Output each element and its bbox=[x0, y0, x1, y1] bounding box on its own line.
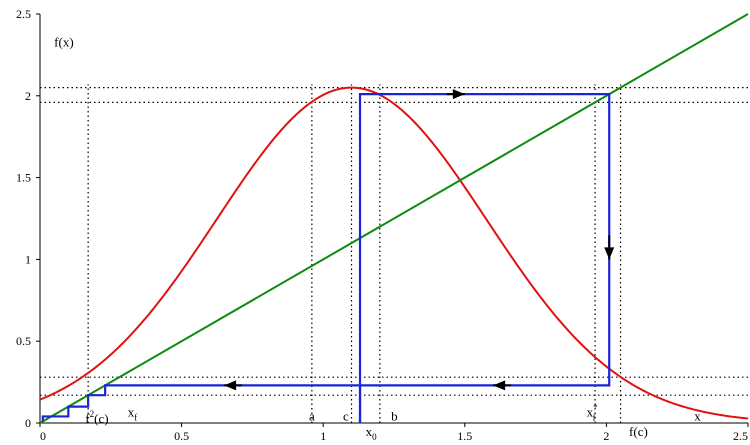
annotation-1: f2(c) bbox=[85, 409, 108, 426]
arrow-left-2 bbox=[493, 380, 512, 391]
annotation-2: xf bbox=[128, 404, 137, 422]
series bbox=[39, 13, 749, 424]
annotation-6: b bbox=[391, 409, 398, 424]
arrow-left-3 bbox=[224, 380, 243, 391]
y-tick-label-4: 2 bbox=[25, 89, 31, 103]
y-tick-label-2: 1 bbox=[25, 252, 31, 266]
x-tick-label-4: 2 bbox=[603, 429, 609, 443]
y-tick-label-3: 1.5 bbox=[16, 171, 31, 185]
series-identity-line bbox=[39, 13, 749, 424]
annotation-0: f(x) bbox=[54, 35, 74, 50]
annotation-8: f(c) bbox=[629, 424, 648, 439]
annotation-9: x bbox=[694, 409, 701, 424]
series-f-curve bbox=[39, 86, 749, 420]
arrow-right-0 bbox=[446, 89, 465, 100]
x-tick-label-1: 0.5 bbox=[174, 429, 189, 443]
annotation-3: a bbox=[309, 409, 315, 424]
annotation-7: x* f bbox=[587, 402, 599, 422]
y-tick-label-5: 2.5 bbox=[16, 7, 31, 21]
axes: 0 0.5 1 1.5 2 2.5 0 0.5 1 1.5 2 2.5 bbox=[16, 7, 749, 443]
x-tick-label-2: 1 bbox=[320, 429, 326, 443]
series-cobweb-2 bbox=[358, 93, 611, 423]
x-tick-label-5: 2.5 bbox=[733, 429, 748, 443]
x-tick-label-3: 1.5 bbox=[457, 429, 472, 443]
arrow-down-1 bbox=[604, 235, 615, 260]
y-tick-label-0: 0 bbox=[25, 416, 31, 430]
annotation-4: c bbox=[343, 409, 349, 424]
reference-lines bbox=[40, 84, 748, 423]
y-tick-label-1: 0.5 bbox=[16, 334, 31, 348]
arrows bbox=[224, 89, 615, 391]
annotations: f(x) f2(c) xf a c x0 b x* f f(c) x bbox=[54, 35, 701, 442]
x-tick-label-0: 0 bbox=[40, 429, 46, 443]
annotation-5: x0 bbox=[366, 424, 378, 442]
